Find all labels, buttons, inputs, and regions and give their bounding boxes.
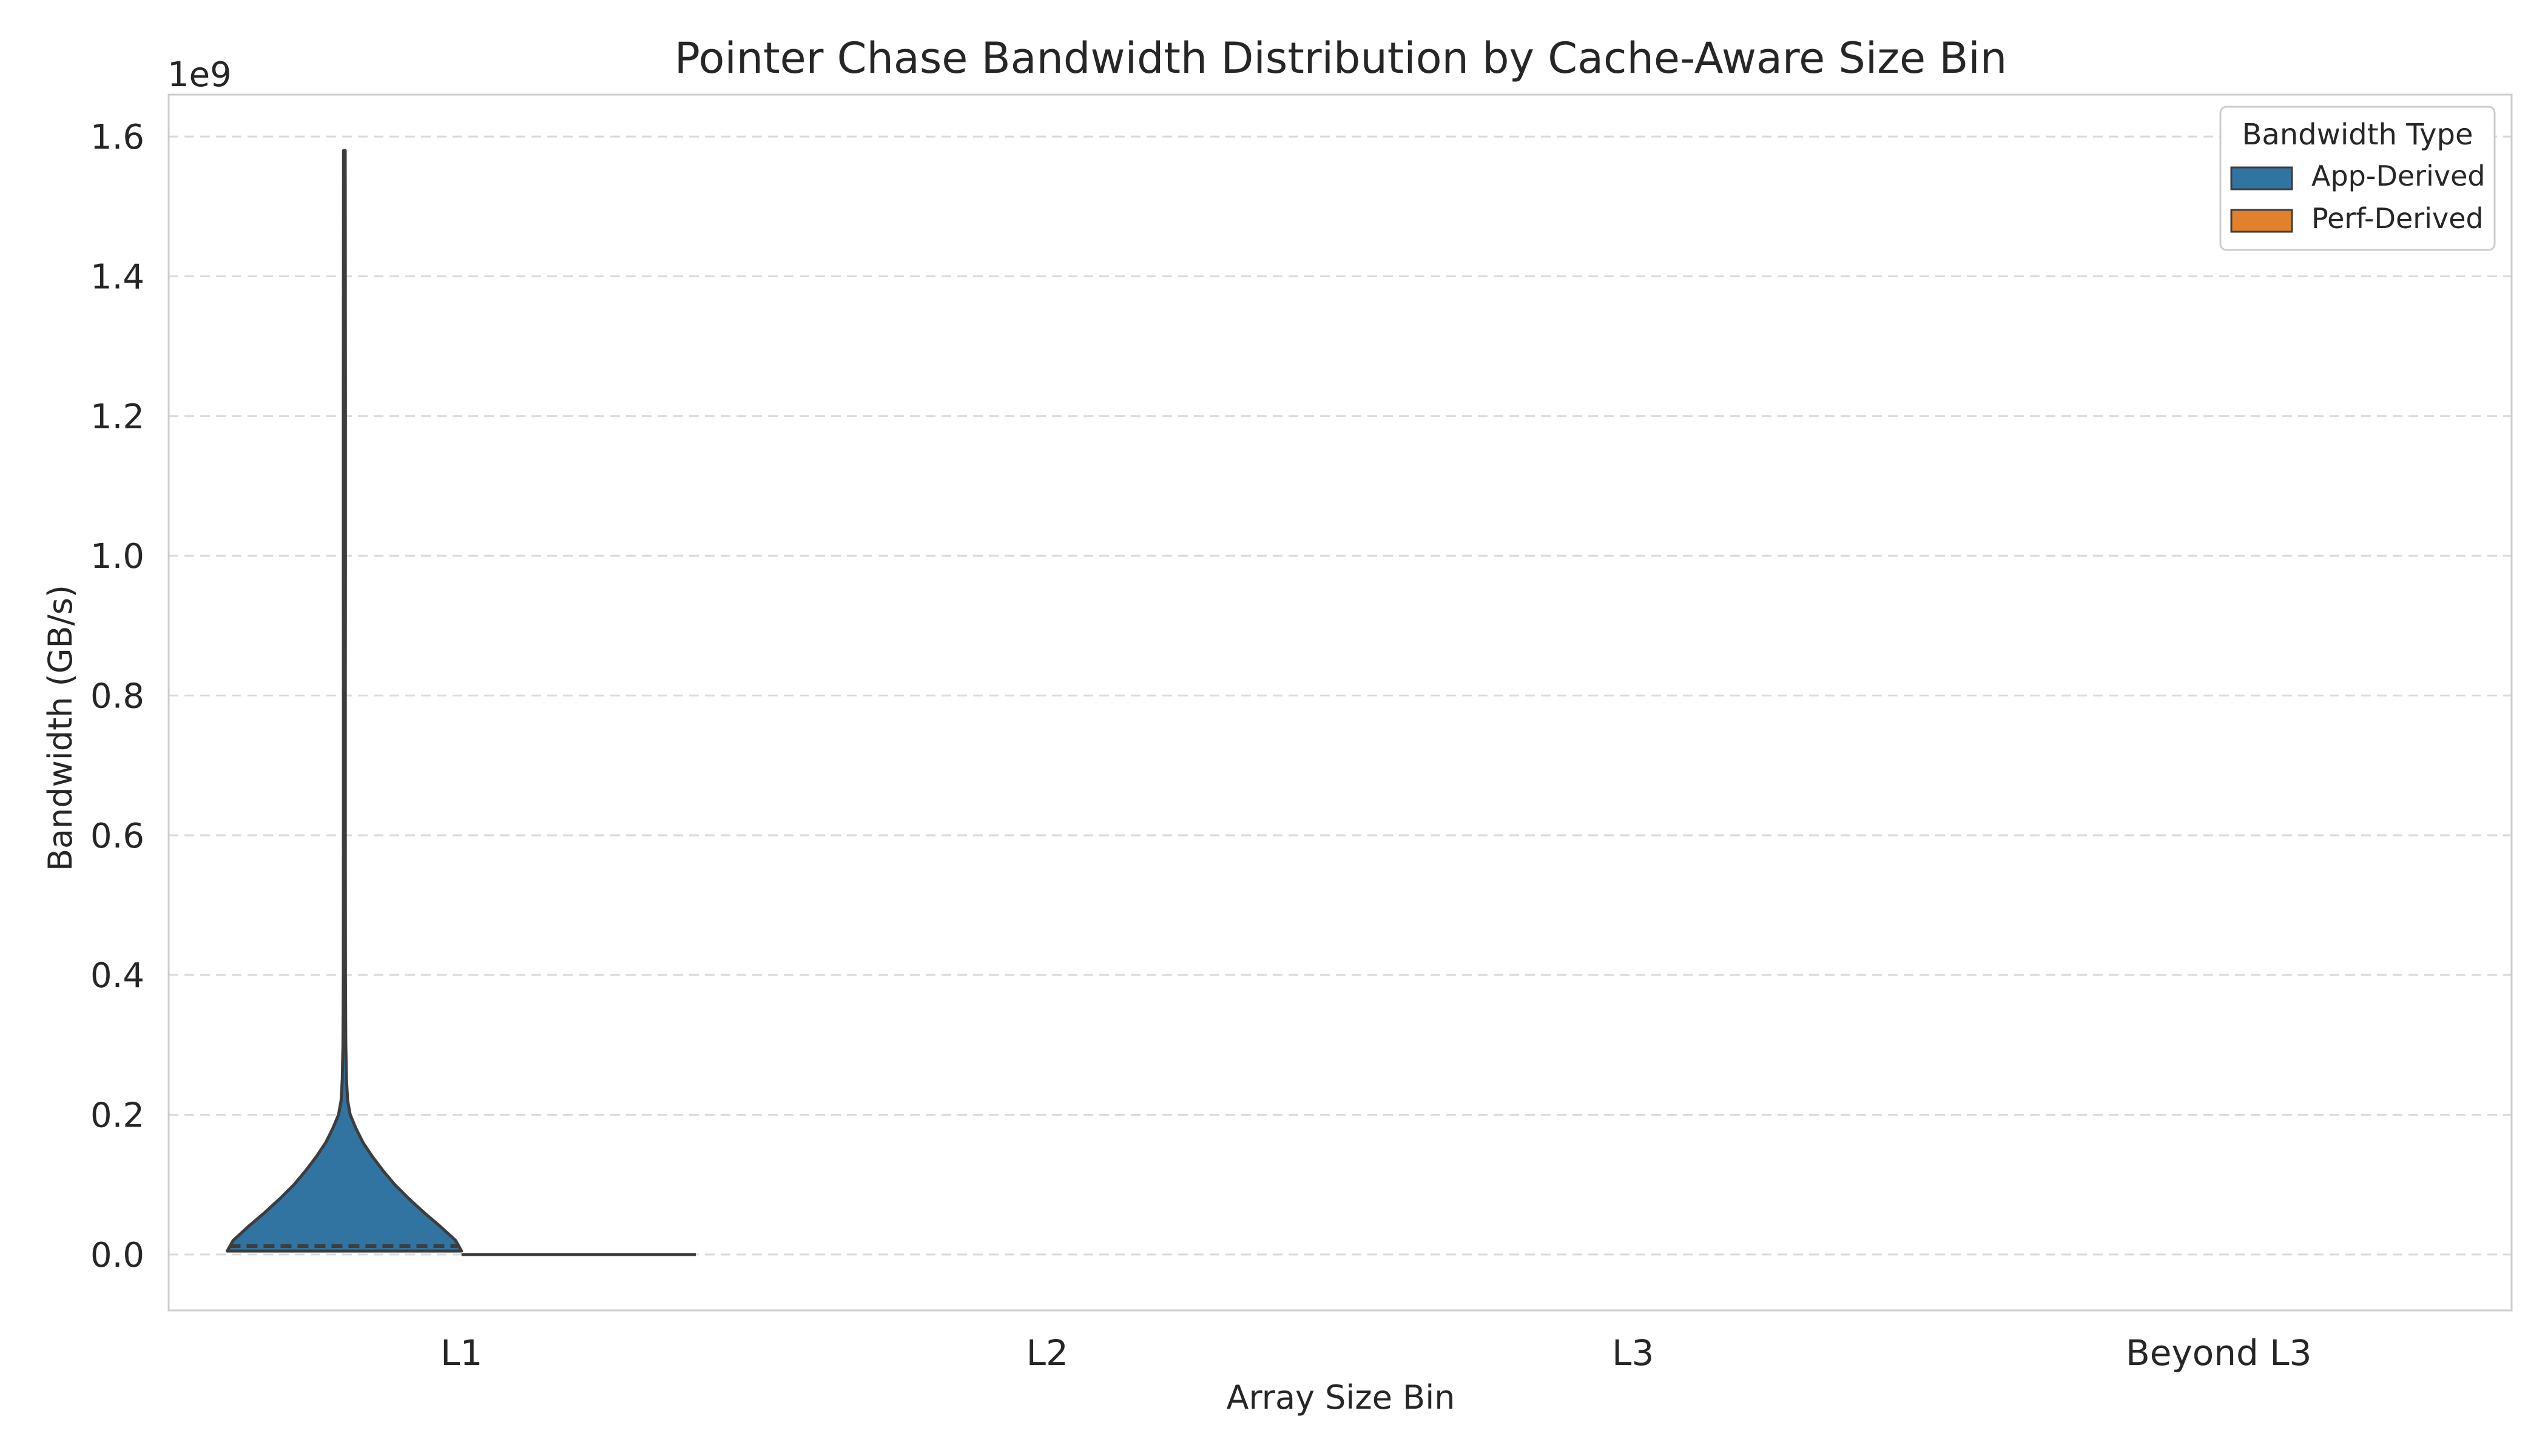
y-tick-label: 0.4 <box>90 956 144 996</box>
y-tick-label: 1.0 <box>90 537 144 576</box>
x-tick-label: L2 <box>1026 1332 1068 1373</box>
legend-swatch <box>2230 209 2293 233</box>
y-tick-label: 0.0 <box>90 1236 144 1275</box>
x-tick-label: L3 <box>1612 1332 1654 1373</box>
legend: Bandwidth Type App-Derived Perf-Derived <box>2219 106 2496 251</box>
violins <box>226 149 696 1256</box>
x-axis-label: Array Size Bin <box>1227 1378 1455 1417</box>
x-ticks: L1 L2 L3 Beyond L3 <box>440 1332 2311 1373</box>
legend-label: App-Derived <box>2311 160 2486 192</box>
y-axis-scale-label: 1e9 <box>167 55 232 95</box>
y-tick-label: 0.6 <box>90 817 144 856</box>
x-tick-label: Beyond L3 <box>2126 1332 2312 1373</box>
y-tick-label: 1.6 <box>90 118 144 157</box>
y-tick-label: 0.2 <box>90 1096 144 1136</box>
legend-swatch <box>2230 166 2293 190</box>
x-tick-label: L1 <box>440 1332 482 1373</box>
y-tick-label: 0.8 <box>90 676 144 716</box>
legend-label: Perf-Derived <box>2311 202 2484 235</box>
y-ticks: 0.0 0.2 0.4 0.6 0.8 1.0 1.2 1.4 1.6 <box>90 118 144 1275</box>
y-axis-label: Bandwidth (GB/s) <box>41 585 79 871</box>
grid <box>169 135 2512 1256</box>
legend-title: Bandwidth Type <box>2242 118 2473 152</box>
y-tick-label: 1.4 <box>90 257 144 297</box>
plot-frame <box>167 93 2513 1312</box>
chart-title: Pointer Chase Bandwidth Distribution by … <box>675 33 2007 83</box>
violin-app-derived-l1 <box>226 149 463 1253</box>
y-tick-label: 1.2 <box>90 397 144 437</box>
